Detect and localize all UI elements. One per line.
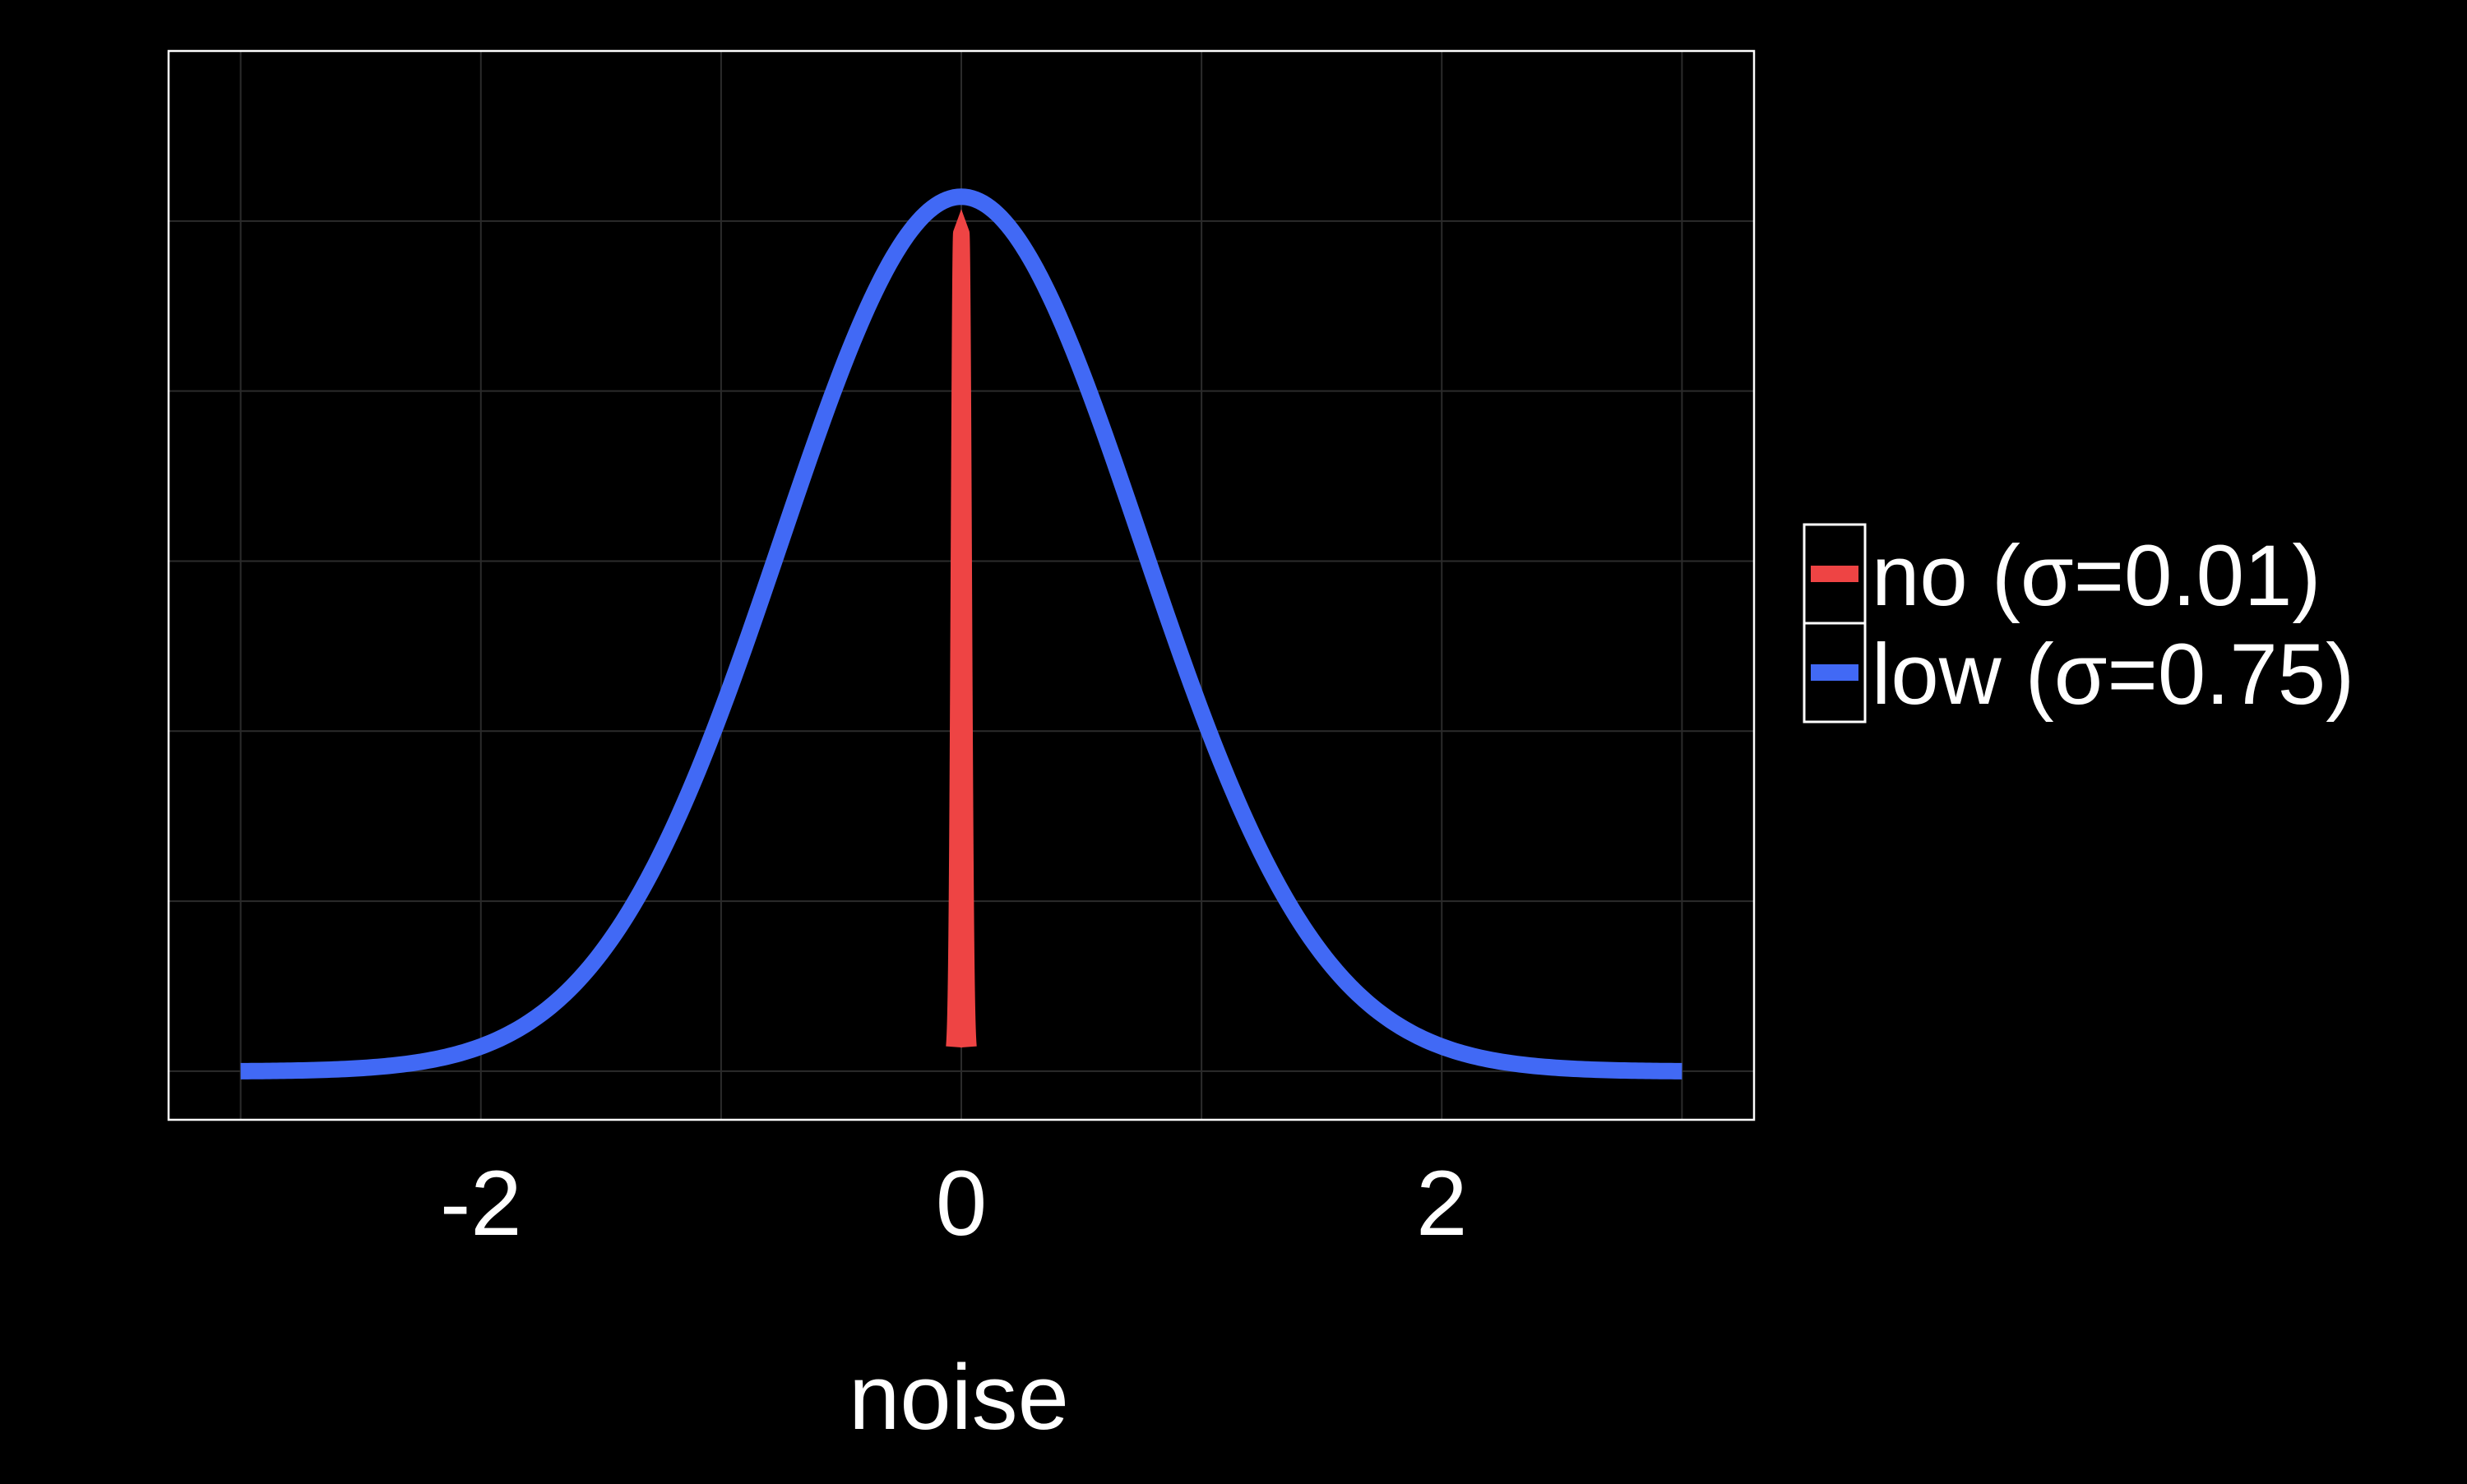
series-line-0 — [946, 209, 977, 1048]
legend-label-0: no (σ=0.01) — [1872, 528, 2321, 624]
x-tick-label: 0 — [936, 1152, 987, 1255]
legend: no (σ=0.01)low (σ=0.75) — [1803, 523, 2354, 724]
x-tick-label: 2 — [1416, 1152, 1467, 1255]
plot-frame — [167, 49, 1756, 1121]
legend-label-1: low (σ=0.75) — [1872, 626, 2354, 723]
x-axis-label: noise — [849, 1346, 1069, 1449]
x-axis-ticks: -2 0 2 — [440, 1152, 1467, 1255]
series-lines — [240, 188, 1682, 1079]
series-line-1 — [240, 188, 1682, 1079]
x-tick-label: -2 — [440, 1152, 522, 1255]
